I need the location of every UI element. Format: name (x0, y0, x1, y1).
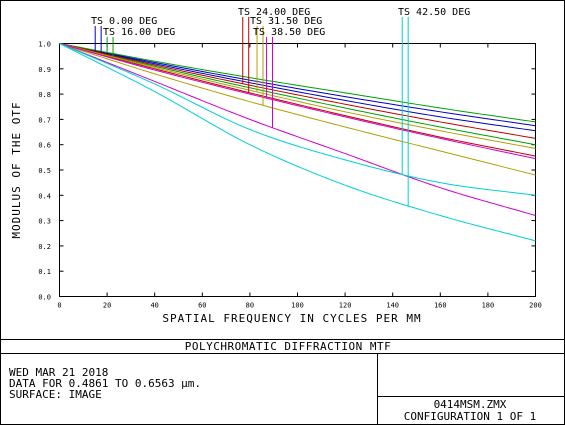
mtf-curve (59, 43, 536, 146)
plot-area (59, 43, 536, 297)
field-label: TS 31.50 DEG (250, 16, 322, 27)
plot-date: WED MAR 21 2018 (9, 366, 108, 379)
y-tick-label: 1.0 (38, 41, 51, 49)
y-tick-label: 0.1 (38, 268, 51, 276)
field-label: TS 38.50 DEG (253, 27, 325, 38)
field-label: TS 24.00 DEG (238, 7, 310, 18)
mtf-curve (59, 43, 536, 157)
x-tick-label: 120 (339, 302, 352, 310)
x-tick-label: 160 (434, 302, 447, 310)
field-label: TS 0.00 DEG (91, 16, 157, 27)
plot-title: POLYCHROMATIC DIFFRACTION MTF (185, 340, 392, 353)
x-tick-label: 80 (246, 302, 254, 310)
x-tick-label: 60 (198, 302, 206, 310)
file-name: 0414MSM.ZMX (434, 398, 507, 411)
field-markers (94, 17, 409, 207)
mtf-curve (59, 43, 536, 132)
surface-label: SURFACE: IMAGE (9, 388, 102, 401)
x-tick-label: 0 (57, 302, 61, 310)
mtf-curve (59, 43, 536, 149)
mtf-curves (59, 43, 536, 242)
x-tick-label: 20 (103, 302, 111, 310)
x-tick-label: 140 (386, 302, 399, 310)
y-tick-label: 0.3 (38, 218, 51, 226)
field-label: TS 16.00 DEG (103, 27, 175, 38)
y-tick-label: 0.8 (38, 91, 51, 99)
mtf-curve (59, 43, 536, 242)
x-axis-label: SPATIAL FREQUENCY IN CYCLES PER MM (162, 312, 421, 325)
mtf-curve (59, 43, 536, 127)
wavelength-range: DATA FOR 0.4861 TO 0.6563 µm. (9, 377, 201, 390)
x-tick-labels: 0 20 40 60 80 100 120 140 160 180 200 (57, 302, 541, 310)
y-tick-label: 0.0 (38, 294, 51, 302)
mtf-curve (59, 43, 536, 160)
y-tick-label: 0.2 (38, 243, 51, 251)
x-tick-label: 180 (482, 302, 495, 310)
y-tick-labels: 0.0 0.1 0.2 0.3 0.4 0.5 0.6 0.7 0.8 0.9 1.0 (38, 41, 51, 302)
y-tick-label: 0.7 (38, 116, 51, 124)
y-tick-label: 0.5 (38, 167, 51, 175)
y-tick-label: 0.4 (38, 192, 51, 200)
axis-ticks (59, 43, 536, 297)
mtf-curve (59, 43, 536, 217)
mtf-curve (59, 43, 536, 176)
field-label: TS 42.50 DEG (398, 7, 470, 18)
mtf-curve (59, 43, 536, 196)
y-tick-label: 0.9 (38, 66, 51, 74)
x-tick-label: 200 (529, 302, 542, 310)
y-axis-label: MODULUS OF THE OTF (10, 101, 23, 238)
mtf-curve (59, 43, 536, 139)
y-tick-label: 0.6 (38, 142, 51, 150)
x-tick-label: 40 (150, 302, 158, 310)
mtf-curve (59, 43, 536, 123)
configuration-label: CONFIGURATION 1 OF 1 (404, 410, 536, 423)
x-tick-label: 100 (291, 302, 304, 310)
